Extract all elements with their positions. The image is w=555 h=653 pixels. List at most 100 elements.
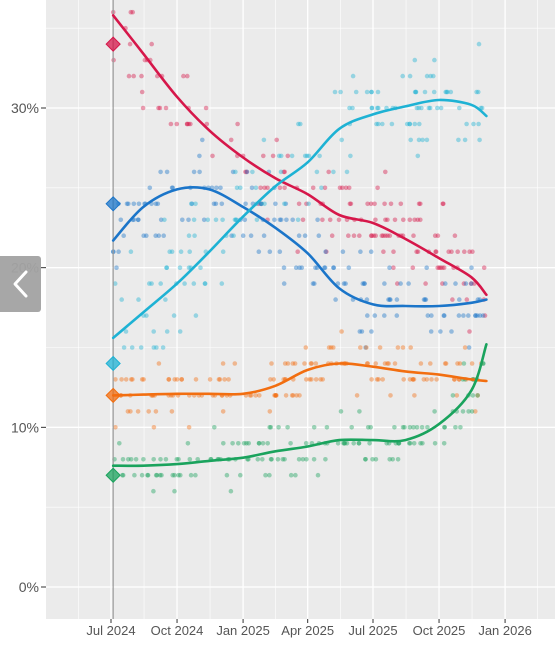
poll-dot [380, 377, 386, 382]
poll-dot [412, 89, 418, 95]
poll-dot [418, 361, 424, 366]
poll-dot [259, 201, 264, 207]
poll-dot [174, 457, 180, 462]
poll-dot [295, 249, 301, 254]
poll-dot [388, 297, 393, 302]
poll-dot [441, 201, 446, 207]
poll-dot [385, 233, 390, 238]
poll-dot [163, 457, 169, 462]
x-tick-label: Apr 2025 [281, 623, 334, 638]
poll-dot [276, 425, 281, 430]
poll-dot [407, 73, 413, 79]
previous-button[interactable] [0, 256, 41, 312]
poll-dot [331, 345, 336, 350]
poll-dot [179, 377, 184, 382]
poll-dot [139, 472, 145, 478]
poll-dot [303, 441, 309, 446]
poll-dot [464, 121, 469, 127]
poll-dot [296, 121, 301, 127]
poll-dot [292, 361, 298, 366]
poll-dot [424, 377, 430, 382]
poll-dot [463, 281, 469, 286]
poll-dot [176, 472, 181, 478]
poll-dot [392, 361, 398, 366]
x-tick-label: Jul 2024 [86, 623, 135, 638]
poll-dot [376, 105, 381, 111]
poll-dot [220, 361, 226, 366]
poll-dot [471, 121, 476, 127]
poll-dot [342, 441, 348, 446]
poll-dot [184, 121, 190, 127]
poll-dot [224, 472, 230, 478]
poll-dot [179, 377, 184, 382]
poll-dot [341, 441, 346, 446]
poll-dot [285, 361, 291, 366]
poll-dot [392, 217, 398, 223]
poll-dot [307, 377, 313, 382]
poll-dot [204, 121, 210, 127]
poll-dot [386, 361, 391, 366]
poll-dot [219, 201, 225, 207]
poll-dot [412, 393, 417, 398]
poll-dot [156, 361, 162, 366]
poll-dot [350, 73, 356, 79]
poll-dot [454, 393, 460, 398]
poll-dot [185, 441, 191, 446]
poll-dot [320, 377, 326, 382]
poll-dot [416, 105, 422, 111]
poll-dot [453, 281, 458, 286]
poll-dot [340, 249, 346, 254]
poll-dot [244, 169, 249, 175]
poll-dot [343, 185, 349, 191]
poll-dot [169, 249, 175, 254]
poll-dot [357, 329, 363, 334]
poll-dot [316, 233, 322, 238]
poll-dot [385, 361, 390, 366]
poll-dot [149, 41, 154, 47]
poll-dot [416, 137, 422, 143]
poll-dot [332, 89, 338, 95]
poll-dot [475, 393, 480, 398]
poll-dot [362, 281, 367, 286]
poll-dot [331, 169, 336, 175]
poll-dot [367, 441, 372, 446]
poll-dot [339, 329, 344, 334]
poll-dot [185, 73, 190, 79]
poll-dot [164, 169, 170, 175]
poll-dot [445, 89, 450, 95]
poll-dot [362, 281, 367, 286]
poll-dot [139, 377, 145, 382]
x-tick-label: Oct 2024 [151, 623, 204, 638]
poll-dot [420, 441, 425, 446]
poll-dot [230, 441, 235, 446]
poll-dot [198, 265, 203, 271]
poll-dot [368, 249, 374, 254]
poll-dot [417, 121, 422, 127]
poll-dot [145, 472, 151, 478]
poll-dot [182, 281, 187, 286]
poll-dot [455, 361, 460, 366]
grid-minor [46, 0, 555, 619]
poll-dot [464, 297, 470, 302]
poll-dot [128, 409, 133, 414]
poll-dot [375, 185, 380, 191]
poll-dot [259, 201, 264, 207]
poll-dot [272, 393, 277, 398]
poll-dot [187, 249, 192, 254]
poll-dot [201, 217, 207, 223]
poll-dot [230, 169, 236, 175]
poll-dot [482, 313, 488, 318]
poll-dot [369, 105, 375, 111]
poll-dot [449, 249, 454, 254]
poll-dot [276, 153, 282, 159]
poll-dot [125, 409, 131, 414]
poll-dot [440, 281, 445, 286]
poll-dot [261, 137, 267, 143]
poll-dot [146, 409, 151, 414]
poll-dot [164, 329, 170, 334]
poll-dot [412, 121, 418, 127]
poll-dot [290, 361, 296, 366]
poll-dot [373, 457, 379, 462]
poll-dot [461, 361, 467, 366]
poll-dot [421, 297, 427, 302]
